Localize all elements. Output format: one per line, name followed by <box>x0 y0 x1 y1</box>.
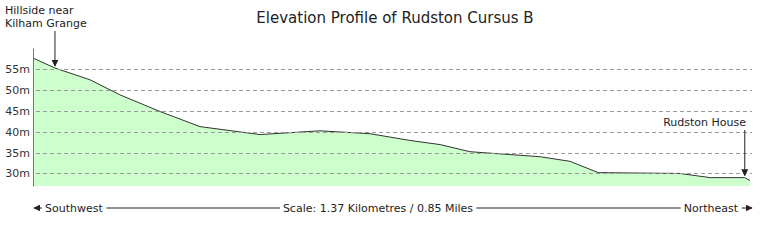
annotation-arrow <box>744 130 745 176</box>
y-tick-label: 45m <box>5 105 30 118</box>
grid-line <box>36 173 752 174</box>
y-tick: 30m <box>5 167 33 180</box>
y-tick-label: 55m <box>5 63 30 76</box>
y-tick: 40m <box>5 126 33 139</box>
chart: Elevation Profile of Rudston Cursus B 30m… <box>0 0 760 226</box>
x-end-label: Northeast <box>684 202 739 215</box>
annotation-line: Kilham Grange <box>5 17 87 30</box>
label-background <box>681 201 742 216</box>
y-tick: 45m <box>5 105 33 118</box>
y-tick: 55m <box>5 63 33 76</box>
grid-line <box>36 111 752 112</box>
y-axis-line <box>33 49 34 187</box>
y-tick: 35m <box>5 147 33 160</box>
grid <box>36 70 752 174</box>
y-tick-label: 30m <box>5 167 30 180</box>
grid-line <box>36 90 752 91</box>
x-axis-title: Scale: 1.37 Kilometres / 0.85 Miles <box>283 202 473 215</box>
plot-area <box>33 58 750 186</box>
label-background <box>42 201 106 216</box>
title: Elevation Profile of Rudston Cursus B <box>256 9 533 27</box>
y-tick: 50m <box>5 84 33 97</box>
elevation-area <box>33 58 750 186</box>
label-background <box>280 201 476 216</box>
annotation-line: Rudston House <box>663 116 746 129</box>
y-axis: 30m 35m 40m 45m 50m 55m <box>5 49 33 187</box>
x-start-label: Southwest <box>45 202 103 215</box>
annotation-arrow <box>54 31 55 66</box>
annotation-line: Hillside near <box>5 4 74 17</box>
grid-line <box>36 132 752 133</box>
annotation: Hillside nearKilham Grange <box>5 4 87 30</box>
y-tick-label: 50m <box>5 84 30 97</box>
annotation: Rudston House <box>663 116 746 129</box>
y-tick-label: 35m <box>5 147 30 160</box>
elevation-line <box>33 58 750 181</box>
y-tick-label: 40m <box>5 126 30 139</box>
grid-line <box>36 69 752 70</box>
grid-line <box>36 153 752 154</box>
